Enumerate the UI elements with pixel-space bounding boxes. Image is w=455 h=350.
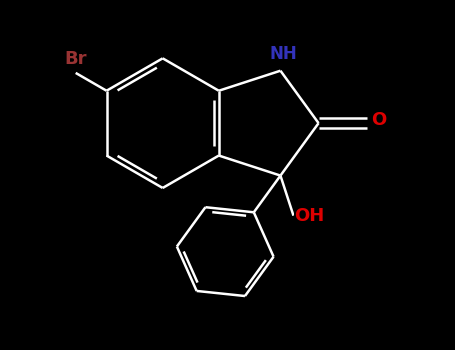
Text: Br: Br xyxy=(65,50,87,68)
Text: O: O xyxy=(371,111,386,129)
Text: NH: NH xyxy=(270,45,298,63)
Text: OH: OH xyxy=(294,206,325,225)
